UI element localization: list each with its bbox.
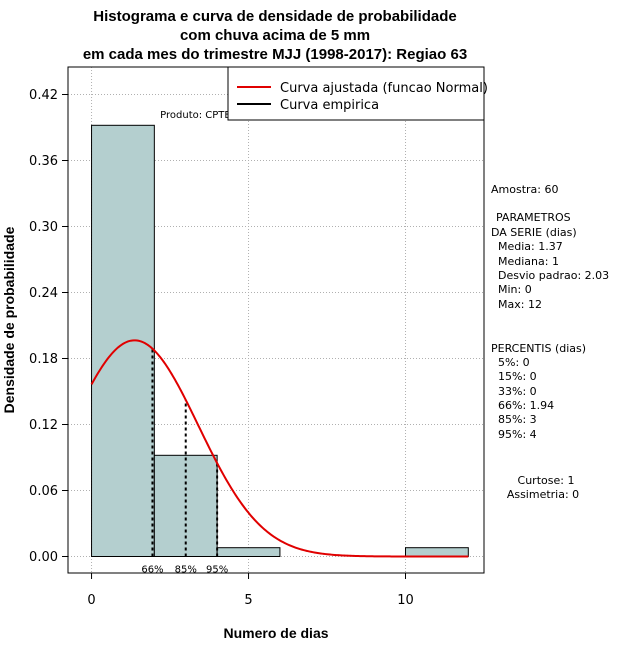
- percentile-label-2: 95%: [206, 565, 228, 576]
- x-axis-label: Numero de dias: [223, 625, 328, 641]
- legend-label-empirical: Curva empirica: [280, 98, 379, 113]
- percentile-label-0: 66%: [141, 565, 163, 576]
- histogram-bar-0: [91, 124, 155, 558]
- histogram-bar-5: [405, 547, 469, 558]
- sample-size: Amostra: 60: [491, 183, 558, 196]
- params-title-2: DA SERIE (dias): [491, 226, 577, 239]
- histogram-bar-2: [216, 547, 281, 558]
- percentil-33: 33%: 0: [498, 385, 537, 398]
- percentil-15: 15%: 0: [498, 370, 537, 383]
- y-tick-label-7: 0.42: [29, 88, 58, 103]
- param-max: Max: 12: [498, 298, 542, 311]
- y-tick-label-1: 0.06: [29, 484, 58, 499]
- x-tick-label-0: 0: [87, 593, 95, 608]
- param-desvio: Desvio padrao: 2.03: [498, 269, 609, 282]
- percentil-5: 5%: 0: [498, 356, 530, 369]
- y-tick-label-2: 0.12: [29, 418, 58, 433]
- y-tick-label-5: 0.30: [29, 220, 58, 235]
- x-tick-label-2: 10: [397, 593, 414, 608]
- histogram-bars: [91, 124, 469, 558]
- legend: Curva ajustada (funcao Normal) Curva emp…: [227, 66, 488, 121]
- percentil-95: 95%: 4: [498, 428, 537, 441]
- param-media: Media: 1.37: [498, 240, 563, 253]
- legend-label-normal: Curva ajustada (funcao Normal): [280, 81, 488, 96]
- param-mediana: Mediana: 1: [498, 255, 559, 268]
- y-tick-label-3: 0.18: [29, 352, 58, 367]
- y-axis: 0.00 0.06 0.12 0.18 0.24 0.30 0.36 0.42: [29, 88, 68, 565]
- percentil-66: 66%: 1.94: [498, 399, 554, 412]
- params-title-1: PARAMETROS: [496, 211, 571, 224]
- y-tick-label-6: 0.36: [29, 154, 58, 169]
- curtose: Curtose: 1: [518, 474, 575, 487]
- param-min: Min: 0: [498, 283, 532, 296]
- x-axis: 0 5 10: [87, 573, 414, 608]
- y-tick-label-0: 0.00: [29, 550, 58, 565]
- chart-title-line-2: com chuva acima de 5 mm: [180, 27, 370, 44]
- chart-title-line-1: Histograma e curva de densidade de proba…: [93, 8, 456, 25]
- x-tick-label-1: 5: [244, 593, 252, 608]
- percentile-label-1: 85%: [175, 565, 197, 576]
- product-label: Produto: CPTEC/INPE: [160, 110, 264, 121]
- normal-curve: [90, 339, 469, 558]
- chart-title-line-3: em cada mes do trimestre MJJ (1998-2017)…: [83, 46, 467, 63]
- y-axis-label: Densidade de probabilidade: [1, 226, 17, 413]
- legend-box: [227, 66, 485, 121]
- assimetria: Assimetria: 0: [507, 488, 579, 501]
- y-tick-label-4: 0.24: [29, 286, 58, 301]
- percentil-85: 85%: 3: [498, 413, 537, 426]
- percentis-title: PERCENTIS (dias): [491, 342, 586, 355]
- percentile-lines: 66% 85% 95%: [141, 348, 228, 576]
- stats-panel: Amostra: 60 PARAMETROS DA SERIE (dias) M…: [491, 183, 609, 501]
